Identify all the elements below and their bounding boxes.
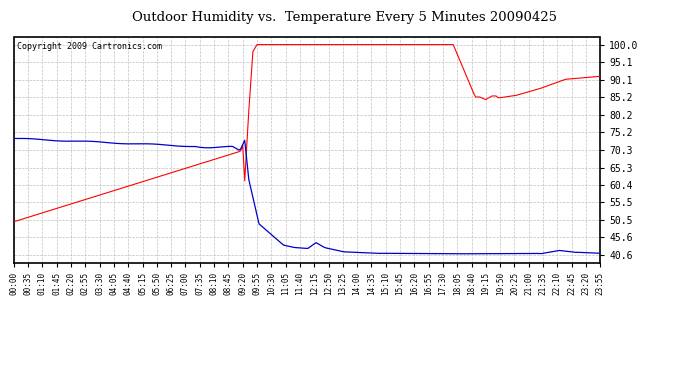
- Text: Copyright 2009 Cartronics.com: Copyright 2009 Cartronics.com: [17, 42, 161, 51]
- Text: Outdoor Humidity vs.  Temperature Every 5 Minutes 20090425: Outdoor Humidity vs. Temperature Every 5…: [132, 11, 558, 24]
